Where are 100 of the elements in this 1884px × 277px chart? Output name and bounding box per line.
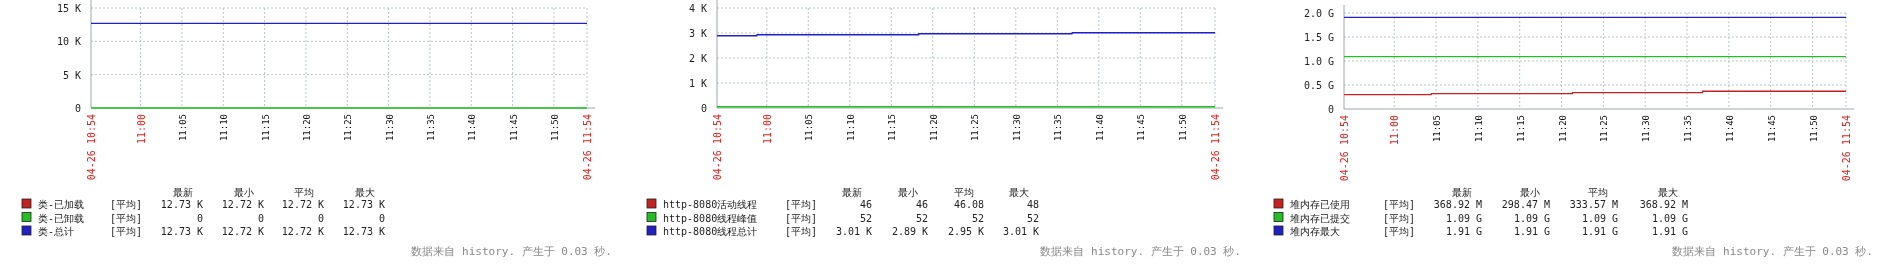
x-tick-label: 11:15 xyxy=(887,114,898,142)
text: 1.09 G xyxy=(1445,212,1482,224)
x-tick-label: 11:00 xyxy=(1389,115,1401,146)
text: [平均] xyxy=(1383,212,1416,224)
text: 12.73 K xyxy=(342,226,385,237)
x-tick-label: 11:45 xyxy=(1136,114,1147,142)
text: 1.91 G xyxy=(1651,226,1688,237)
text: 数据来自 history. 产生于 0.03 秒. xyxy=(1672,245,1873,258)
x-tick-label: 11:25 xyxy=(970,114,981,142)
x-tick-label: 11:40 xyxy=(467,114,478,142)
y-tick-label: 10 K xyxy=(56,36,81,48)
y-tick-label: 5 K xyxy=(62,69,81,81)
text: 0 xyxy=(196,212,203,224)
y-tick-label: 0 xyxy=(700,103,707,114)
text: 最新 xyxy=(1452,187,1472,198)
text: [平均] xyxy=(110,212,143,224)
text: 最小 xyxy=(234,187,254,198)
y-tick-label: 0 xyxy=(1327,104,1334,115)
text: 0 xyxy=(378,212,385,224)
text: 最小 xyxy=(898,187,918,198)
text: 最大 xyxy=(1009,187,1029,198)
text: [平均] xyxy=(1383,199,1416,210)
text: 46 xyxy=(859,199,872,210)
y-tick-label: 1.0 G xyxy=(1303,56,1334,67)
text: 最新 xyxy=(173,187,193,198)
x-tick-label: 11:20 xyxy=(301,114,312,142)
y-tick-label: 15 K xyxy=(56,3,81,14)
x-tick-label: 11:35 xyxy=(1053,114,1064,142)
legend-label: http-8080线程总计 xyxy=(663,226,758,237)
x-tick-label: 11:25 xyxy=(343,114,354,142)
x-tick-label: 11:05 xyxy=(1432,115,1443,143)
y-tick-label: 2.0 G xyxy=(1303,8,1334,19)
x-tick-label: 11:15 xyxy=(1515,115,1526,143)
x-tick-label: 11:50 xyxy=(1177,114,1188,142)
x-tick-label: 11:30 xyxy=(1641,115,1652,143)
text: 平均 xyxy=(294,187,314,198)
text: 1.09 G xyxy=(1581,212,1618,224)
legend-label: http-8080线程峰值 xyxy=(663,212,758,224)
text: 368.92 M xyxy=(1433,199,1482,210)
x-tick-label: 11:20 xyxy=(928,114,939,142)
x-tick-label: 04-26 11:54 xyxy=(1841,115,1852,182)
y-tick-label: 2 K xyxy=(688,53,707,64)
legend-label: http-8080活动线程 xyxy=(663,199,758,210)
y-tick-label: 0.5 G xyxy=(1303,80,1334,91)
text: 2.89 K xyxy=(891,226,928,237)
text: 12.72 K xyxy=(221,226,264,237)
x-tick-label: 11:10 xyxy=(845,114,856,142)
text: [平均] xyxy=(110,226,143,237)
text: [平均] xyxy=(110,199,143,210)
legend-label: 类-已卸载 xyxy=(38,212,85,224)
legend-label: 类-总计 xyxy=(38,226,75,237)
legend-label: 类-已加载 xyxy=(38,199,85,210)
text: 46.08 xyxy=(953,199,984,210)
y-tick-label: 4 K xyxy=(688,3,707,14)
text: 368.92 M xyxy=(1639,199,1688,210)
x-tick-label: 04-26 10:54 xyxy=(712,114,723,181)
x-tick-label: 11:05 xyxy=(804,114,815,142)
x-tick-label: 04-26 11:54 xyxy=(582,114,593,181)
y-tick-label: 0 xyxy=(74,103,81,114)
text: 最小 xyxy=(1520,187,1540,198)
text: 平均 xyxy=(954,187,974,198)
y-tick-label: 1 K xyxy=(688,78,707,89)
x-tick-label: 11:05 xyxy=(177,114,188,142)
text: 48 xyxy=(1026,199,1039,210)
text: 46 xyxy=(915,199,928,210)
x-tick-label: 11:35 xyxy=(425,114,436,142)
text: 0 xyxy=(317,212,324,224)
text: 1.91 G xyxy=(1445,226,1482,237)
x-tick-label: 04-26 10:54 xyxy=(86,114,97,181)
text: 1.09 G xyxy=(1651,212,1688,224)
text: [平均] xyxy=(785,226,818,237)
text: 最新 xyxy=(842,187,862,198)
text: [平均] xyxy=(785,199,818,210)
y-tick-label: 3 K xyxy=(688,28,707,39)
text: 数据来自 history. 产生于 0.03 秒. xyxy=(411,245,612,258)
text: 12.73 K xyxy=(160,226,203,237)
text: 12.73 K xyxy=(342,199,385,210)
text: 最大 xyxy=(355,187,375,198)
x-tick-label: 11:15 xyxy=(260,114,271,142)
x-tick-label: 04-26 11:54 xyxy=(1210,114,1221,181)
legend-label: 堆内存已提交 xyxy=(1289,212,1350,224)
text: 1.09 G xyxy=(1513,212,1550,224)
legend-label: 堆内存最大 xyxy=(1289,226,1340,237)
x-tick-label: 11:10 xyxy=(1473,115,1484,143)
text: 52 xyxy=(971,212,984,224)
x-tick-label: 11:35 xyxy=(1683,115,1694,143)
x-tick-label: 04-26 10:54 xyxy=(1339,115,1350,182)
text: 数据来自 history. 产生于 0.03 秒. xyxy=(1040,245,1241,258)
x-tick-label: 11:20 xyxy=(1557,115,1568,143)
text: 3.01 K xyxy=(835,226,872,237)
x-tick-label: 11:10 xyxy=(219,114,230,142)
x-tick-label: 11:40 xyxy=(1724,115,1735,143)
text: 平均 xyxy=(1588,187,1608,198)
text: 333.57 M xyxy=(1569,199,1618,210)
text: 3.01 K xyxy=(1002,226,1039,237)
text: 298.47 M xyxy=(1501,199,1550,210)
legend-label: 堆内存已使用 xyxy=(1289,199,1350,210)
text: [平均] xyxy=(1383,226,1416,237)
text: 52 xyxy=(1026,212,1039,224)
text: 12.72 K xyxy=(281,226,324,237)
